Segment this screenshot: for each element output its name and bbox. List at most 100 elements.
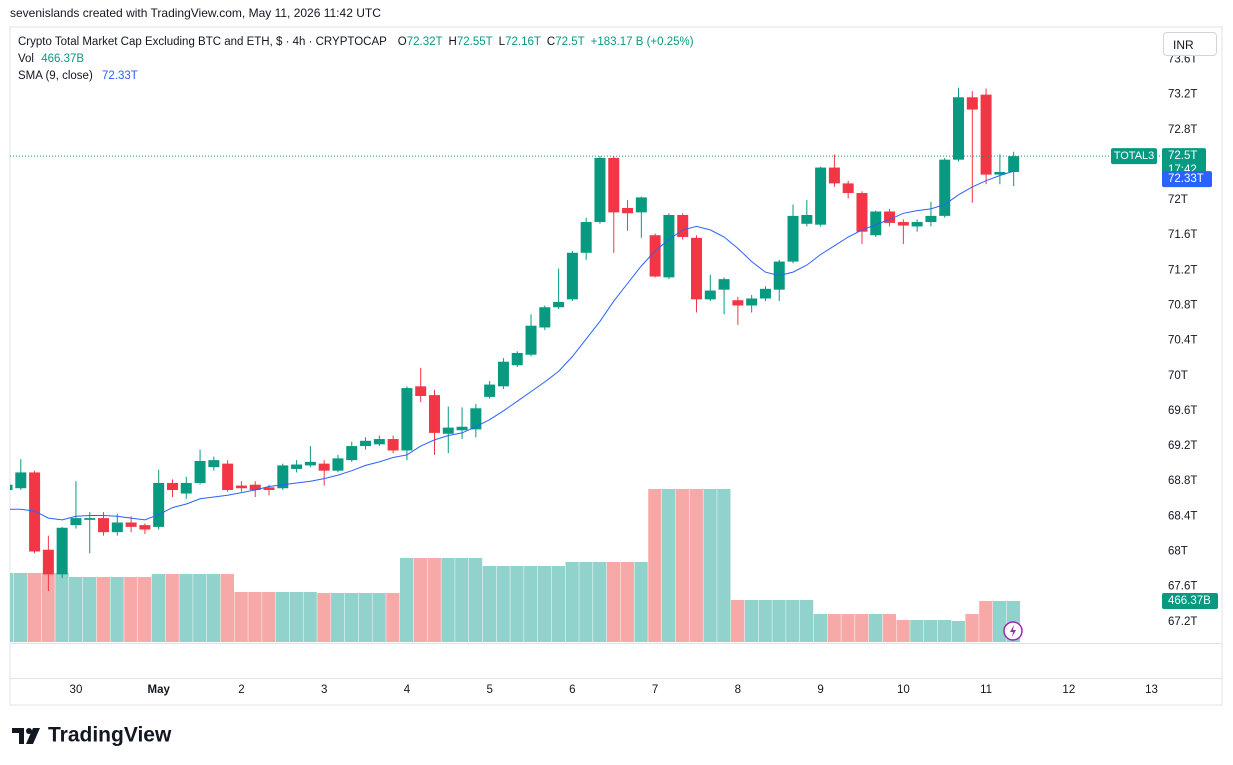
- y-tick-label: 70.8T: [1168, 300, 1197, 312]
- volume-bar: [468, 558, 483, 642]
- candle-body: [166, 482, 178, 490]
- volume-bar: [579, 561, 593, 642]
- candle-body: [635, 197, 647, 213]
- volume-bar: [179, 574, 193, 642]
- candle-body: [649, 235, 661, 277]
- x-tick-label: 2: [238, 684, 244, 696]
- candle-body: [98, 518, 110, 533]
- candle-body: [497, 361, 509, 387]
- y-tick-label: 67.2T: [1168, 616, 1197, 628]
- symbol-tag: TOTAL3: [1114, 150, 1155, 162]
- candle-body: [980, 94, 992, 175]
- currency-button[interactable]: INR: [1163, 32, 1217, 56]
- volume-bar: [441, 558, 455, 642]
- volume-bar: [620, 561, 634, 642]
- candle-body: [304, 461, 316, 466]
- volume-bar: [689, 489, 703, 642]
- x-tick-label: 4: [404, 684, 411, 696]
- volume-bar: [868, 614, 883, 642]
- candle-body: [180, 482, 192, 494]
- candle-body: [428, 395, 440, 433]
- candle-body: [815, 167, 827, 225]
- volume-bar: [924, 620, 938, 642]
- volume-bar: [317, 593, 331, 642]
- symbol-title: Crypto Total Market Cap Excluding BTC an…: [18, 36, 387, 48]
- candle-body: [594, 157, 606, 223]
- candle-body: [787, 215, 799, 262]
- candle-body: [15, 472, 27, 489]
- y-tick-label: 69.6T: [1168, 405, 1197, 417]
- sma-name: SMA (9, close): [18, 70, 93, 82]
- volume-bar: [110, 577, 124, 642]
- candle-body: [249, 484, 261, 490]
- legend-line: Crypto Total Market Cap Excluding BTC an…: [18, 36, 694, 48]
- volume-bar: [496, 566, 510, 642]
- y-tick-label: 72T: [1168, 194, 1188, 206]
- candle-body: [511, 352, 523, 366]
- volume-bar: [703, 489, 717, 642]
- candle-body: [291, 464, 303, 469]
- volume-bar: [13, 572, 28, 642]
- x-tick-label: 8: [735, 684, 741, 696]
- candle-body: [194, 461, 206, 483]
- y-tick-label: 73.6T: [1168, 54, 1197, 66]
- volume-bar: [138, 577, 152, 642]
- volume-price-label: 466.37B: [1168, 595, 1211, 607]
- volume-bar: [69, 577, 83, 642]
- candle-body: [139, 525, 151, 530]
- y-tick-label: 69.2T: [1168, 440, 1197, 452]
- volume-bar: [151, 574, 166, 642]
- volume-bar: [386, 593, 400, 642]
- volume-bar: [262, 591, 276, 642]
- x-tick-label: 6: [569, 684, 575, 696]
- candle-body: [856, 193, 868, 232]
- volume-bar: [730, 599, 745, 642]
- candle-body: [525, 325, 537, 355]
- x-tick-label: 13: [1145, 684, 1158, 696]
- x-tick-label: 5: [486, 684, 492, 696]
- volume-bar: [786, 599, 800, 642]
- x-tick-label: 30: [70, 684, 83, 696]
- sma-price-bg: [1162, 171, 1212, 188]
- candle-body: [56, 527, 68, 575]
- y-tick-label: 67.6T: [1168, 581, 1197, 593]
- candle-body: [277, 465, 289, 489]
- candle-body: [732, 300, 744, 306]
- x-tick-label: 7: [652, 684, 658, 696]
- volume-bar: [979, 600, 993, 642]
- sma-line: [10, 170, 1014, 521]
- candle-body: [263, 487, 275, 490]
- candle-body: [897, 222, 909, 226]
- y-tick-label: 73.2T: [1168, 89, 1197, 101]
- volume-bar: [758, 599, 772, 642]
- candle-body: [84, 518, 96, 520]
- sma-legend: SMA (9, close) 72.33T: [18, 70, 138, 82]
- change: +183.17 B (+0.25%): [591, 36, 694, 48]
- volume-bar: [372, 593, 386, 642]
- y-tick-label: 68.8T: [1168, 475, 1197, 487]
- volume-bar: [344, 593, 359, 642]
- volume-bar: [275, 591, 290, 642]
- candle-body: [332, 458, 344, 471]
- x-tick-label: May: [148, 684, 171, 696]
- volume-bar: [289, 591, 303, 642]
- volume-bar: [882, 614, 896, 642]
- volume-bar: [662, 489, 676, 642]
- volume-bar: [799, 599, 814, 642]
- candle-body: [663, 215, 675, 278]
- brand-logo: [12, 728, 40, 744]
- y-tick-label: 71.6T: [1168, 229, 1197, 241]
- volume-bar: [96, 577, 110, 642]
- candle-body: [153, 482, 165, 527]
- candle-body: [870, 211, 882, 236]
- volume-bar: [813, 614, 828, 642]
- brand: TradingView: [48, 724, 172, 747]
- volume-bar: [234, 591, 248, 642]
- volume-bar: [193, 574, 207, 642]
- volume-bar: [634, 561, 648, 642]
- candle-body: [566, 252, 578, 300]
- last-price-label: 72.5T: [1168, 150, 1197, 162]
- x-tick-label: 12: [1062, 684, 1075, 696]
- alert-bolt: [1010, 625, 1016, 637]
